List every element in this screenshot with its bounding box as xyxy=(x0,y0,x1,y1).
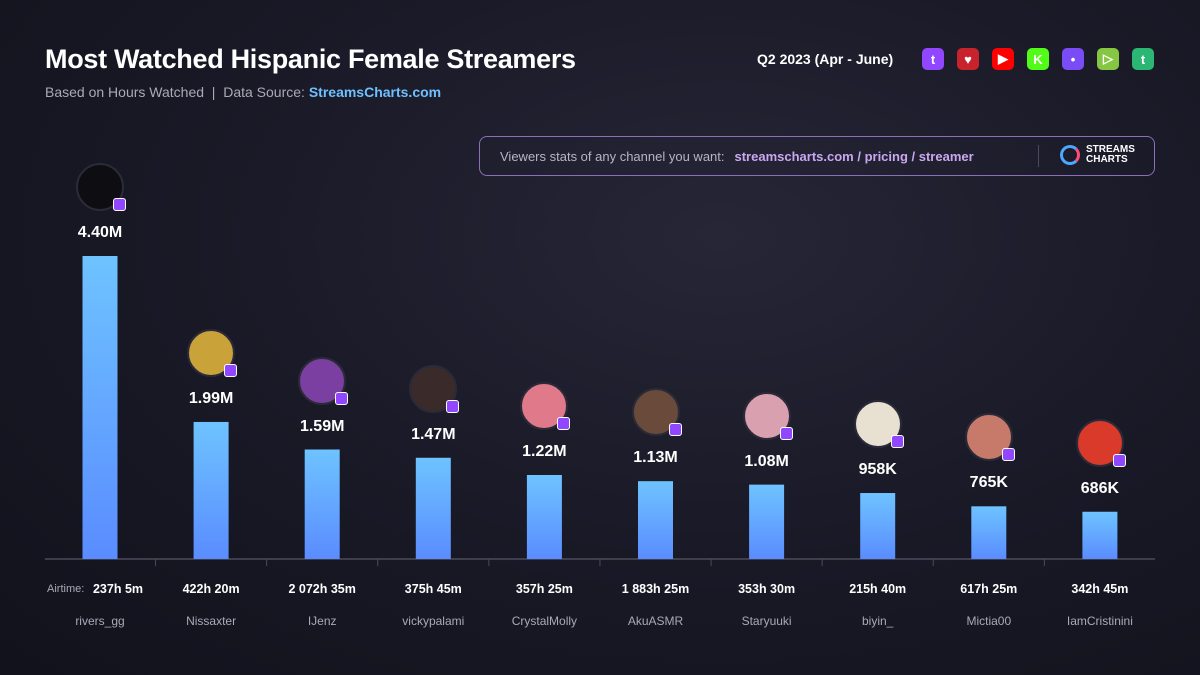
promo-text: Viewers stats of any channel you want: xyxy=(500,148,725,164)
logo-icon xyxy=(1060,145,1080,165)
logo-line2: CHARTS xyxy=(1086,154,1128,165)
twitch-badge-icon xyxy=(335,391,349,405)
source-label: Data Source: xyxy=(223,84,305,100)
bar-biyin_ xyxy=(860,493,896,559)
divider xyxy=(1038,145,1039,167)
streamer-name: IamCristinini xyxy=(1066,614,1133,628)
airtime-value: 237h 5m xyxy=(92,582,144,596)
twitch-badge-icon xyxy=(557,416,571,430)
streamer-avatar xyxy=(853,400,904,449)
airtime-value: 357h 25m xyxy=(515,582,573,596)
value-label: 1.47M xyxy=(411,425,456,443)
value-label: 686K xyxy=(1080,479,1120,497)
streamer-name: Nissaxter xyxy=(186,614,237,628)
twitch-badge-icon xyxy=(779,426,793,440)
chart-title: Most Watched Hispanic Female Streamers xyxy=(45,44,576,74)
value-label: 1.59M xyxy=(299,417,345,435)
streamer-avatar xyxy=(298,356,349,405)
twitch-badge-icon xyxy=(1112,453,1126,467)
streamer-avatar xyxy=(964,413,1015,462)
airtime-value: 215h 40m xyxy=(849,582,907,596)
value-label: 1.22M xyxy=(522,442,567,460)
tiktok-live-icon: t xyxy=(1132,48,1154,70)
value-label: 1.99M xyxy=(188,389,234,407)
bar-Mictia00 xyxy=(971,506,1007,559)
airtime-value: 1 883h 25m xyxy=(621,582,690,596)
subtitle-text: Based on Hours Watched xyxy=(45,84,205,100)
subtitle: Based on Hours Watched | Data Source: St… xyxy=(45,84,441,100)
twitch-badge-icon xyxy=(1001,448,1015,462)
bar-Staryuuki xyxy=(749,484,785,559)
rumble-icon: ▷ xyxy=(1097,48,1119,70)
bar-AkuASMR xyxy=(638,481,673,559)
airtime-value: 422h 20m xyxy=(182,582,240,596)
twitch-icon: t xyxy=(922,48,944,70)
airtime-value: 342h 45m xyxy=(1071,582,1129,596)
bar-IJenz xyxy=(304,449,340,559)
streamer-name: AkuASMR xyxy=(627,614,684,628)
airtime-label: Airtime: xyxy=(47,583,85,595)
streamer-avatar xyxy=(631,388,682,437)
twitch-badge-icon xyxy=(446,399,460,413)
streamer-avatar xyxy=(1075,418,1126,467)
bar-CrystalMolly xyxy=(526,474,562,559)
streamer-name: rivers_gg xyxy=(75,614,125,628)
platform-icons: t ♥ ▶ K • ▷ t xyxy=(922,48,1154,70)
logo-line1: STREAMS xyxy=(1086,144,1135,155)
streamer-name: IJenz xyxy=(307,614,337,628)
bar-IamCristinini xyxy=(1082,511,1118,559)
streamer-avatar xyxy=(742,391,793,440)
twitch-badge-icon xyxy=(668,423,682,437)
streamer-name: Staryuuki xyxy=(741,614,792,628)
value-label: 1.13M xyxy=(633,449,678,467)
youtube-icon: ▶ xyxy=(992,48,1014,70)
airtime-value: 2 072h 35m xyxy=(288,582,356,596)
airtime-value: 617h 25m xyxy=(960,582,1018,596)
bar-Nissaxter xyxy=(193,421,229,559)
source-link[interactable]: StreamsCharts.com xyxy=(308,84,442,100)
bar-rivers_gg xyxy=(82,256,118,559)
value-label: 1.08M xyxy=(744,452,789,470)
separator: | xyxy=(211,84,216,100)
youtube-gaming-icon: ♥ xyxy=(957,48,979,70)
period: Q2 2023 (Apr - June) xyxy=(757,51,894,67)
streamer-avatar xyxy=(409,364,460,413)
value-label: 958K xyxy=(858,461,897,479)
twitch-badge-icon xyxy=(890,435,904,449)
streamer-avatar xyxy=(187,328,238,377)
twitch-badge-icon xyxy=(113,198,126,211)
kick-icon: K xyxy=(1027,48,1049,70)
streamer-name: biyin_ xyxy=(862,614,894,628)
promo-banner: Viewers stats of any channel you want: s… xyxy=(479,136,1155,176)
value-label: 4.40M xyxy=(77,224,123,241)
value-label: 765K xyxy=(969,474,1008,492)
airtime-value: 375h 45m xyxy=(404,582,462,596)
bar-vickypalami xyxy=(415,457,451,559)
trovo-icon: • xyxy=(1062,48,1084,70)
streamer-avatar xyxy=(520,381,571,430)
airtime-value: 353h 30m xyxy=(738,582,796,596)
streamer-name: vickypalami xyxy=(402,614,465,628)
streamer-avatar xyxy=(76,163,126,211)
streamscharts-logo: STREAMS CHARTS xyxy=(1060,145,1135,165)
streamer-name: CrystalMolly xyxy=(511,614,578,628)
promo-link[interactable]: streamscharts.com / pricing / streamer xyxy=(734,148,974,164)
streamer-name: Mictia00 xyxy=(966,614,1012,628)
twitch-badge-icon xyxy=(224,363,238,377)
